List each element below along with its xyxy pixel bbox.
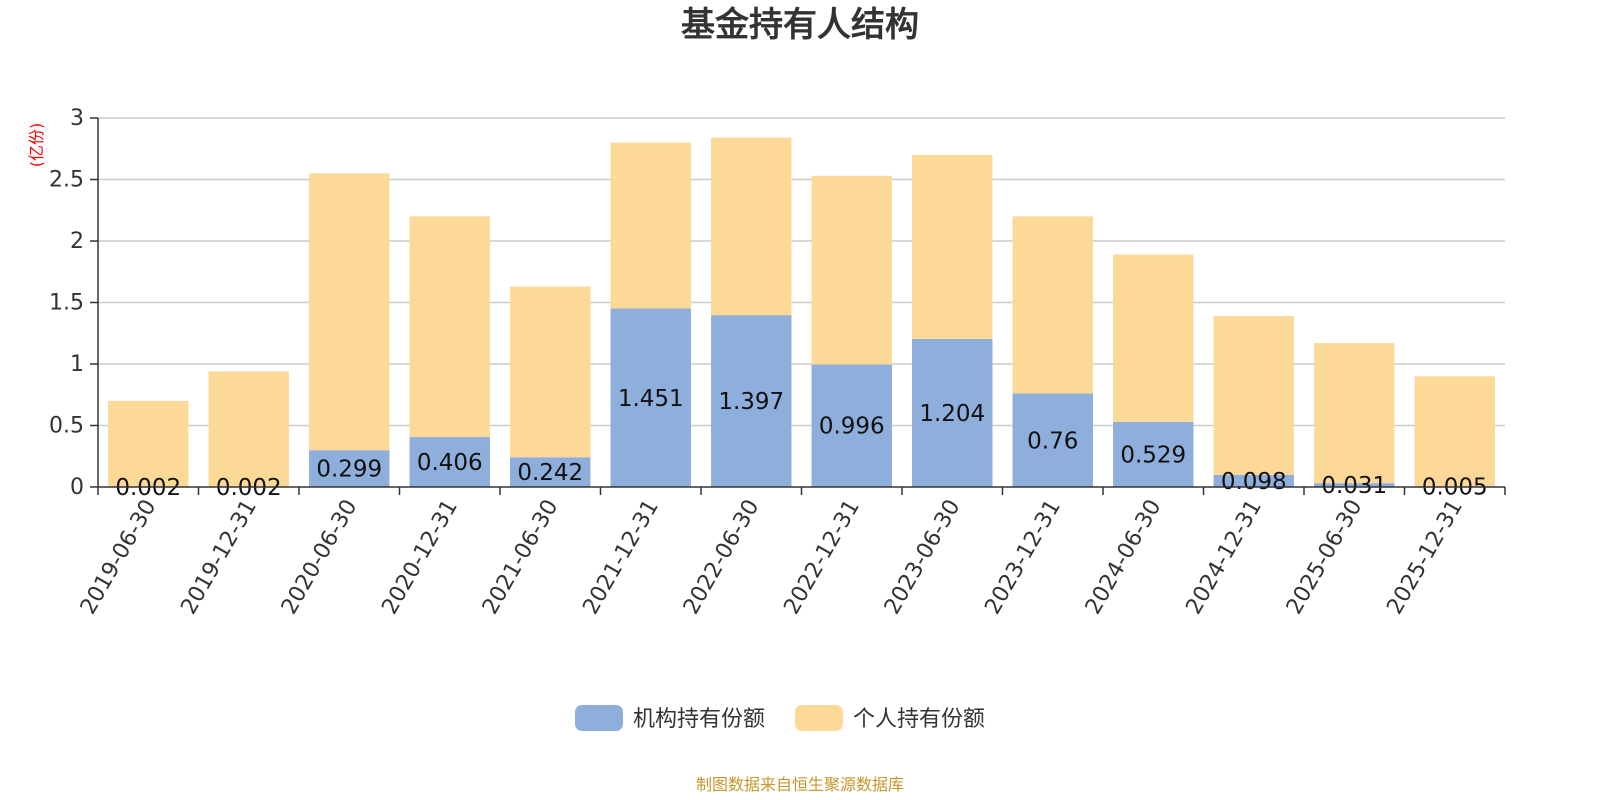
bars-layer	[108, 137, 1495, 487]
bar-institutional[interactable]	[711, 315, 792, 487]
bar-institutional[interactable]	[1113, 421, 1194, 487]
x-tick-label: 2022-06-30	[679, 496, 765, 619]
data-label-institutional: 0.002	[115, 475, 181, 501]
bar-personal[interactable]	[711, 137, 792, 316]
data-label-institutional: 0.098	[1221, 469, 1287, 495]
x-tick-label: 2023-06-30	[880, 496, 966, 619]
x-tick-label: 2024-06-30	[1081, 496, 1167, 619]
data-label-institutional: 0.406	[417, 450, 483, 476]
bar-personal[interactable]	[1113, 254, 1194, 422]
bar-institutional[interactable]	[610, 308, 691, 487]
y-axis-unit-label: (亿份)	[27, 123, 46, 168]
bar-personal[interactable]	[409, 216, 490, 438]
bar-institutional[interactable]	[1012, 393, 1093, 487]
bar-personal[interactable]	[1213, 316, 1294, 475]
x-tick-label: 2022-12-31	[779, 496, 865, 619]
x-tick-label: 2023-12-31	[980, 496, 1066, 619]
bar-institutional[interactable]	[912, 338, 993, 487]
legend-swatch[interactable]	[575, 705, 623, 731]
x-tick-label: 2020-06-30	[277, 496, 363, 619]
bar-personal[interactable]	[208, 371, 289, 487]
bar-personal[interactable]	[108, 400, 189, 487]
y-tick-label: 3	[70, 106, 84, 131]
data-label-institutional: 0.002	[216, 475, 282, 501]
x-tick-label: 2021-06-30	[478, 496, 564, 619]
data-labels-layer: 0.002 0.002 0.299 0.406 0.242 1.451 1.397 0.996…	[115, 386, 1487, 501]
y-tick-label: 1	[70, 352, 84, 377]
bar-institutional[interactable]	[811, 364, 892, 487]
bar-personal[interactable]	[912, 154, 993, 339]
bar-institutional[interactable]	[409, 437, 490, 487]
data-label-institutional: 1.451	[618, 386, 684, 412]
data-label-institutional: 1.397	[718, 389, 784, 415]
chart-title: 基金持有人结构	[681, 5, 919, 45]
y-tick-label: 0.5	[49, 414, 84, 439]
x-tick-label: 2024-12-31	[1181, 496, 1267, 619]
y-tick-label: 0	[70, 475, 84, 500]
y-tick-label: 1.5	[49, 291, 84, 316]
data-label-institutional: 0.996	[819, 414, 885, 440]
bar-personal[interactable]	[510, 286, 591, 458]
bar-personal[interactable]	[811, 175, 892, 365]
x-tick-label: 2019-12-31	[176, 496, 262, 619]
bar-institutional[interactable]	[1213, 474, 1294, 487]
bar-institutional[interactable]	[510, 457, 591, 487]
legend-swatch[interactable]	[795, 705, 843, 731]
y-tick-label: 2.5	[49, 168, 84, 193]
bar-personal[interactable]	[1314, 343, 1395, 484]
x-tick-label: 2025-06-30	[1282, 496, 1368, 619]
bar-personal[interactable]	[309, 173, 390, 451]
legend[interactable]: 机构持有份额 个人持有份额	[575, 705, 985, 732]
bar-personal[interactable]	[610, 142, 691, 309]
legend-label[interactable]: 机构持有份额	[633, 707, 765, 732]
x-tick-label: 2019-06-30	[76, 496, 162, 619]
x-tick-label: 2025-12-31	[1382, 496, 1468, 619]
data-label-institutional: 0.299	[316, 457, 382, 483]
bar-institutional[interactable]	[309, 450, 390, 487]
data-label-institutional: 0.031	[1321, 473, 1387, 499]
bar-institutional[interactable]	[1314, 483, 1395, 487]
source-note: 制图数据来自恒生聚源数据库	[696, 775, 904, 794]
y-tick-label: 2	[70, 229, 84, 254]
bar-personal[interactable]	[1414, 376, 1495, 487]
data-label-institutional: 0.242	[517, 460, 583, 486]
legend-label[interactable]: 个人持有份额	[853, 707, 985, 732]
data-label-institutional: 0.529	[1120, 442, 1186, 468]
x-tick-label: 2021-12-31	[578, 496, 664, 619]
x-tick-label: 2020-12-31	[377, 496, 463, 619]
data-label-institutional: 1.204	[919, 401, 985, 427]
bar-personal[interactable]	[1012, 216, 1093, 394]
data-label-institutional: 0.76	[1027, 428, 1078, 454]
